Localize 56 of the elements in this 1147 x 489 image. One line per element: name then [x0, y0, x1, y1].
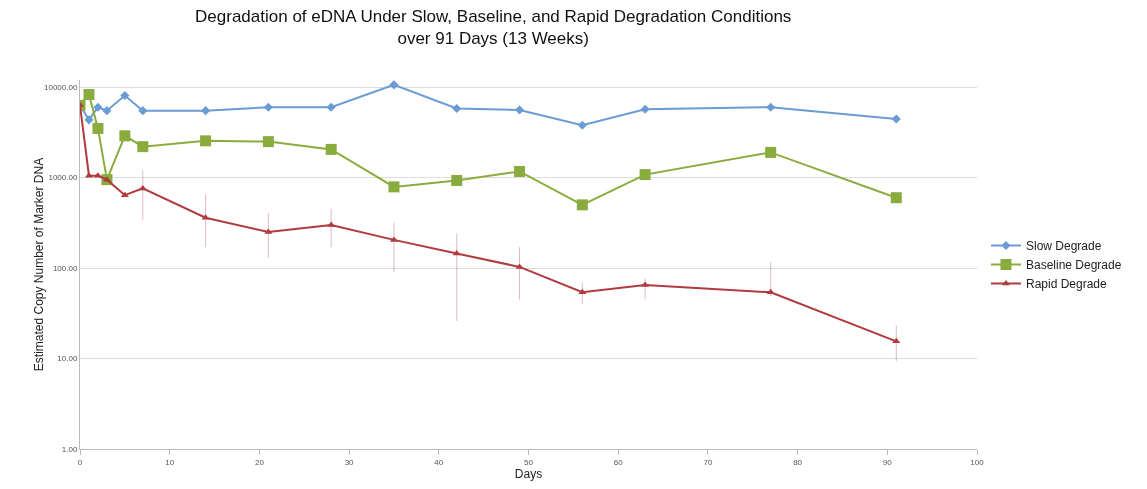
x-tick-label: 50 — [524, 457, 534, 467]
legend-label: Rapid Degrade — [1025, 277, 1108, 292]
point — [93, 102, 103, 112]
y-tick-label: 1000.00 — [48, 173, 78, 183]
y-tick-label: 1.00 — [61, 444, 78, 454]
legend-label: Baseline Degrade — [1025, 258, 1122, 273]
point — [102, 106, 112, 116]
x-tick-label: 60 — [613, 457, 624, 467]
point — [514, 165, 526, 177]
point — [766, 288, 775, 295]
y-tick-label: 10.00 — [57, 354, 78, 364]
y-axis-title: Estimated Copy Number of Marker DNA — [32, 157, 47, 372]
point — [92, 122, 104, 134]
point — [639, 169, 651, 181]
point — [452, 104, 462, 114]
x-axis-title: Days — [514, 467, 543, 482]
point — [325, 143, 337, 155]
x-tick-label: 40 — [434, 457, 444, 467]
point — [891, 114, 901, 124]
point — [452, 249, 461, 256]
y-tick-label: 10000.00 — [44, 82, 78, 92]
y-tick-label: 100.00 — [52, 263, 78, 273]
point — [766, 102, 776, 112]
x-tick-label: 90 — [882, 457, 893, 467]
point — [514, 105, 525, 115]
point — [388, 181, 400, 193]
point — [83, 88, 95, 100]
x-tick-label: 80 — [793, 457, 803, 467]
point — [326, 102, 336, 112]
legend-label: Slow Degrade — [1025, 239, 1102, 254]
point — [576, 199, 588, 211]
point — [890, 192, 902, 204]
point — [84, 115, 94, 125]
point — [262, 136, 274, 148]
point — [138, 184, 147, 191]
chart-title: Degradation of eDNA Under Slow, Baseline, and Rapid Degradation Conditions over 91 Days (13 Weeks) — [195, 7, 792, 49]
point — [765, 146, 777, 158]
point — [137, 141, 149, 153]
x-tick-label: 30 — [344, 457, 355, 467]
point — [201, 106, 211, 116]
x-tick-label: 20 — [254, 457, 265, 467]
point — [892, 337, 901, 344]
point — [119, 130, 131, 142]
point — [263, 102, 273, 112]
x-tick-label: 70 — [703, 457, 713, 467]
point — [120, 90, 130, 100]
x-tick-label: 0 — [77, 457, 83, 467]
point — [578, 288, 587, 295]
point — [640, 104, 650, 114]
x-tick-label: 10 — [165, 457, 175, 467]
x-tick-label: 100 — [970, 457, 985, 467]
point — [200, 135, 212, 147]
point — [389, 80, 399, 90]
point — [138, 106, 148, 116]
point — [577, 120, 587, 130]
point — [451, 174, 463, 186]
